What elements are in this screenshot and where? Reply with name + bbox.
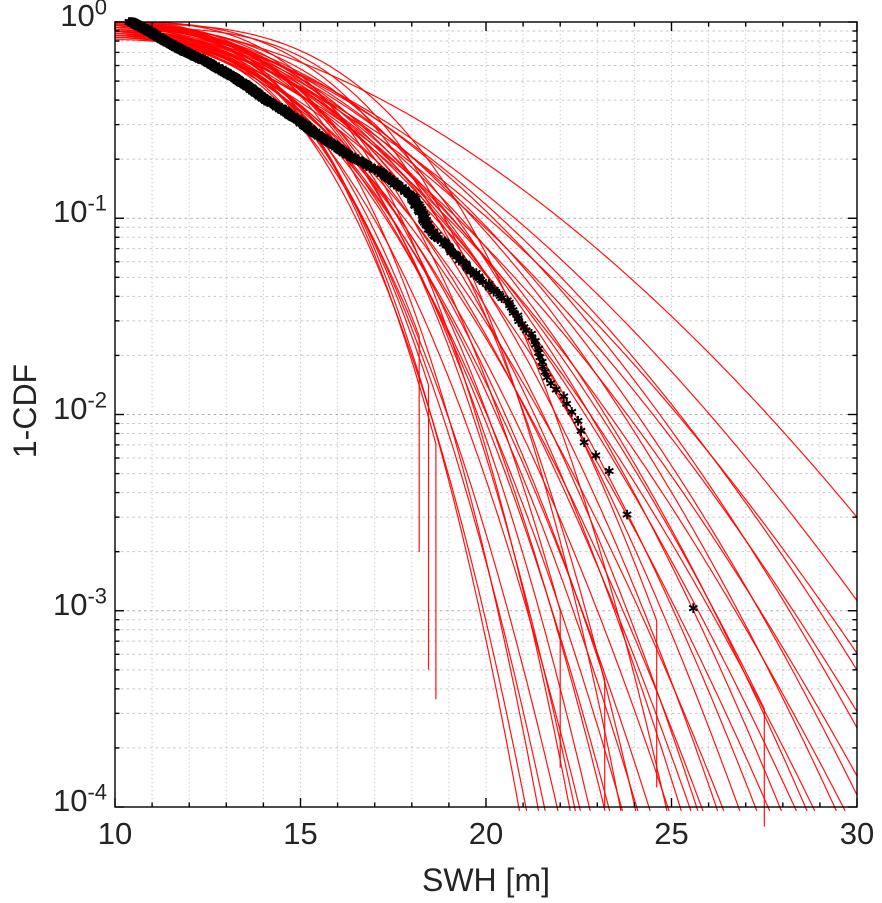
x-tick-label: 20 — [468, 816, 504, 851]
ensemble-curve — [115, 37, 704, 812]
x-axis-label: SWH [m] — [422, 862, 550, 898]
asterisk-marker — [604, 466, 614, 476]
x-tick-label: 15 — [283, 816, 318, 851]
asterisk-marker — [688, 603, 698, 613]
asterisk-marker — [567, 407, 577, 417]
ensemble-curve — [115, 21, 858, 518]
ensemble-curve — [115, 31, 699, 812]
ensemble-curve — [114, 31, 858, 654]
y-tick-label: 10-4 — [52, 779, 107, 818]
ensemble-curve — [115, 27, 622, 812]
ensemble-curve — [115, 31, 430, 670]
ensemble-curve — [115, 25, 771, 812]
ensemble-curve — [115, 29, 858, 712]
ensemble-curve — [115, 31, 782, 812]
ensemble-curve — [115, 29, 765, 827]
ensemble-curve — [115, 33, 670, 812]
y-tick-label: 10-3 — [52, 583, 107, 622]
ensemble-curve — [115, 27, 858, 796]
x-tick-label: 25 — [654, 816, 689, 851]
ensemble-curve — [115, 33, 858, 777]
ensemble-curve — [115, 25, 858, 671]
y-tick-label: 10-2 — [52, 387, 107, 426]
ensemble-curve — [115, 23, 668, 812]
asterisk-marker — [559, 391, 569, 402]
ensemble-curve — [114, 35, 816, 812]
x-tick-label: 10 — [97, 816, 133, 851]
y-tick-label: 100 — [60, 0, 107, 33]
x-tick-label: 30 — [839, 816, 875, 851]
asterisk-marker — [546, 378, 556, 389]
ensemble-curve — [115, 23, 741, 812]
ensemble-curve — [115, 23, 837, 812]
asterisk-marker — [540, 367, 550, 377]
asterisk-marker — [573, 416, 583, 426]
axes-box — [114, 21, 858, 808]
ensemble-curve — [115, 23, 606, 812]
ensemble-curve — [115, 29, 808, 812]
grid-lines — [115, 22, 857, 807]
asterisk-marker — [622, 509, 632, 520]
asterisk-marker — [579, 437, 589, 448]
asterisk-marker — [551, 384, 561, 395]
asterisk-marker — [561, 398, 572, 409]
ensemble-curve — [115, 21, 858, 729]
ensemble-curve-lines — [114, 21, 858, 827]
ensemble-curve — [115, 23, 858, 601]
ensemble-curve — [115, 31, 639, 812]
ensemble-curve — [115, 33, 725, 812]
ensemble-curve — [115, 21, 797, 812]
y-tick-label: 10-1 — [52, 190, 107, 230]
ensemble-curve — [115, 37, 559, 812]
y-axis-label: 1-CDF — [7, 363, 43, 459]
ensemble-curve — [115, 31, 846, 812]
asterisk-marker — [591, 450, 601, 461]
asterisk-marker — [576, 426, 586, 436]
